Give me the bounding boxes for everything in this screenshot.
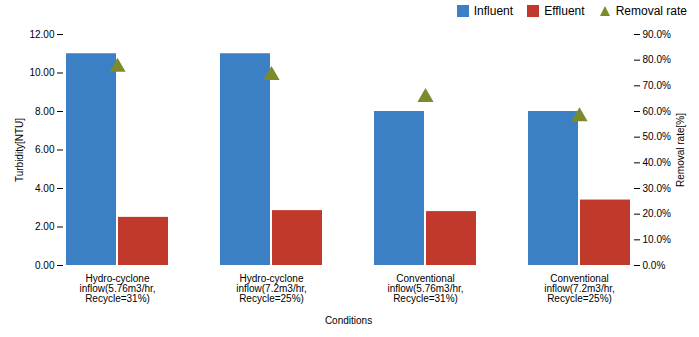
svg-text:50.0%: 50.0% bbox=[643, 131, 671, 142]
svg-text:40.0%: 40.0% bbox=[643, 157, 671, 168]
svg-text:6.00: 6.00 bbox=[35, 144, 55, 155]
svg-text:Removal rate[%]: Removal rate[%] bbox=[675, 113, 686, 187]
svg-text:12.00: 12.00 bbox=[29, 29, 54, 40]
svg-text:10.0%: 10.0% bbox=[643, 234, 671, 245]
svg-text:4.00: 4.00 bbox=[35, 183, 55, 194]
html-text:Removal rate: Removal rate bbox=[615, 4, 687, 18]
svg-text:Conditions: Conditions bbox=[325, 315, 372, 326]
svg-text:90.0%: 90.0% bbox=[643, 29, 671, 40]
svg-text:Turbidity[NTU]: Turbidity[NTU] bbox=[14, 118, 25, 182]
svg-text:0.0%: 0.0% bbox=[643, 260, 666, 271]
svg-text:20.0%: 20.0% bbox=[643, 208, 671, 219]
svg-text:10.00: 10.00 bbox=[29, 67, 54, 78]
svg-text:Conventionalinflow(7.2m3/hr,Re: Conventionalinflow(7.2m3/hr,Recycle=25%) bbox=[544, 273, 615, 304]
svg-text:8.00: 8.00 bbox=[35, 106, 55, 117]
svg-text:Conventionalinflow(5.76m3/hr,R: Conventionalinflow(5.76m3/hr,Recycle=31%… bbox=[387, 273, 463, 304]
svg-text:30.0%: 30.0% bbox=[643, 183, 671, 194]
svg-text:60.0%: 60.0% bbox=[643, 106, 671, 117]
svg-text:Hydro-cycloneinflow(5.76m3/hr,: Hydro-cycloneinflow(5.76m3/hr,Recycle=31… bbox=[79, 273, 155, 304]
svg-text:80.0%: 80.0% bbox=[643, 54, 671, 65]
svg-text:2.00: 2.00 bbox=[35, 221, 55, 232]
svg-text:0.00: 0.00 bbox=[35, 260, 55, 271]
svg-text:Hydro-cycloneinflow(7.2m3/hr,R: Hydro-cycloneinflow(7.2m3/hr,Recycle=25%… bbox=[236, 273, 307, 304]
svg-text:70.0%: 70.0% bbox=[643, 80, 671, 91]
html-text:Influent: Influent bbox=[473, 4, 514, 18]
html-text:Effluent: Effluent bbox=[544, 4, 585, 18]
